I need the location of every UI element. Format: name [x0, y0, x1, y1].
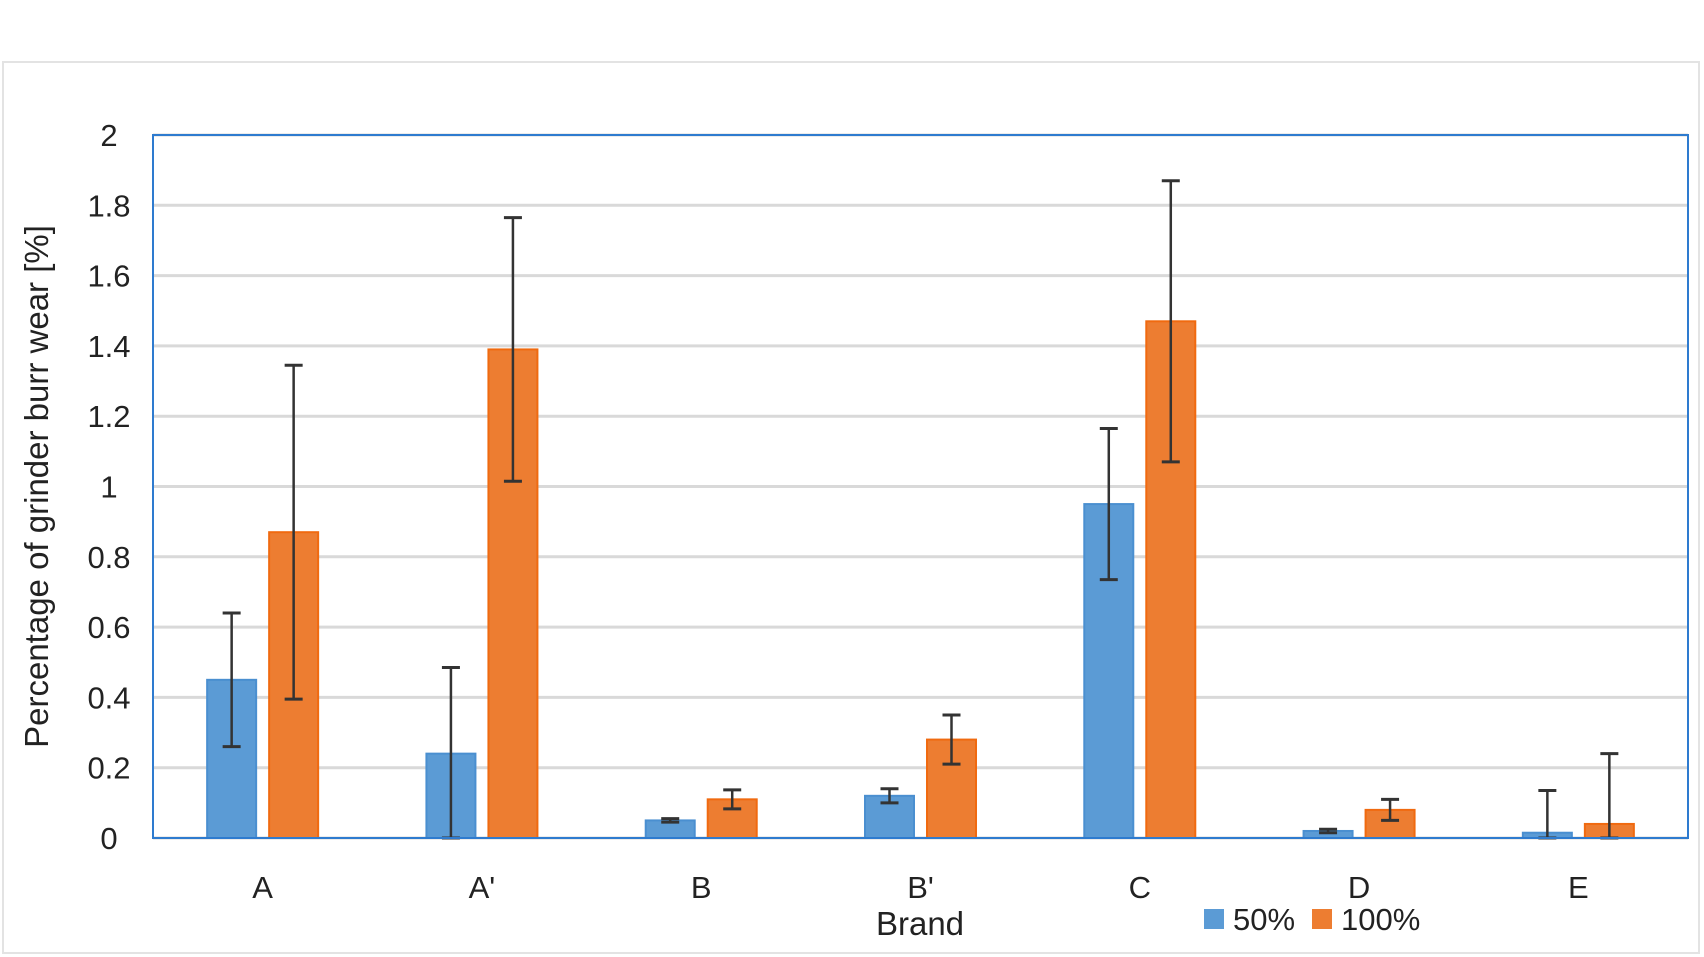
x-tick-label: B': [907, 870, 934, 905]
y-tick-label: 1.6: [87, 259, 130, 294]
chart-frame: [2, 61, 1700, 954]
legend: 50% 100%: [1204, 902, 1420, 937]
plot-area: [152, 134, 1689, 839]
y-tick-label: 0: [100, 821, 117, 856]
x-tick-label: D: [1348, 870, 1370, 905]
x-tick-label: C: [1129, 870, 1151, 905]
y-tick-label: 1.8: [87, 188, 130, 223]
x-tick-label: A: [252, 870, 273, 905]
y-tick-label: 0.4: [87, 680, 130, 715]
y-tick-label: 2: [100, 118, 117, 153]
y-tick-label: 1.2: [87, 399, 130, 434]
legend-label: 100%: [1341, 902, 1420, 937]
x-tick-label: B: [691, 870, 712, 905]
legend-label: 50%: [1233, 902, 1295, 937]
x-axis-label: Brand: [876, 905, 964, 942]
y-tick-label: 0.2: [87, 751, 130, 786]
y-tick-label: 0.6: [87, 610, 130, 645]
y-tick-label: 0.8: [87, 540, 130, 575]
x-tick-label: A': [469, 870, 496, 905]
legend-swatch: [1312, 909, 1332, 929]
y-tick-label: 1.4: [87, 329, 130, 364]
legend-swatch: [1204, 909, 1224, 929]
y-axis-label: Percentage of grinder burr wear [%]: [18, 225, 55, 748]
x-tick-label: E: [1568, 870, 1589, 905]
y-tick-label: 1: [100, 470, 117, 505]
